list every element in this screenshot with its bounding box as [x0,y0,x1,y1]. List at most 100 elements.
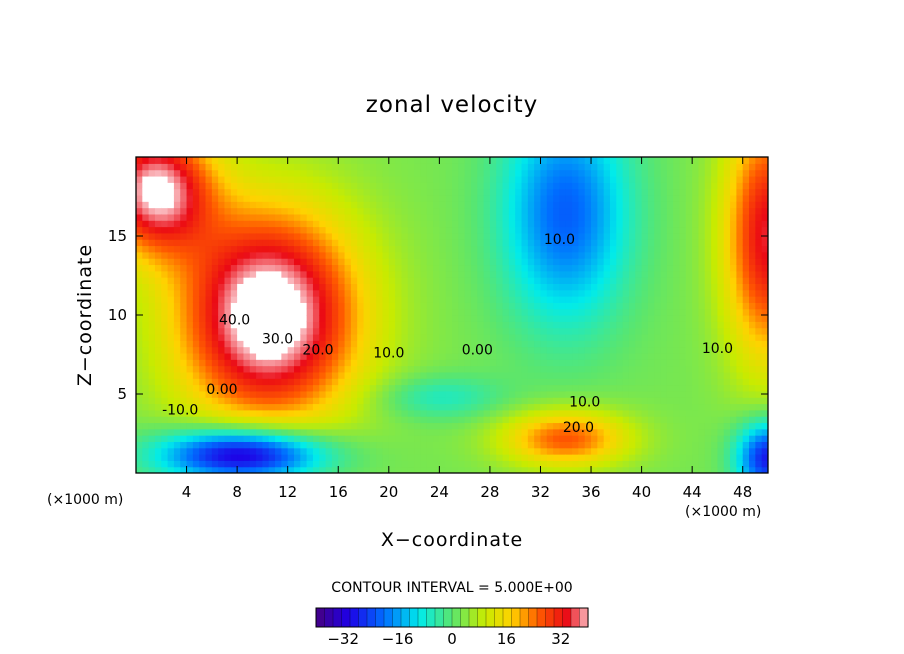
field-cell [723,194,731,202]
field-cell [452,302,459,310]
field-cell [489,289,497,297]
field-cell [572,270,579,278]
field-cell [647,157,655,164]
field-cell [395,226,403,234]
field-cell [502,251,510,259]
field-cell [192,359,200,367]
field-cell [660,315,668,322]
field-cell [483,289,491,297]
field-cell [376,296,384,303]
field-cell [553,226,561,234]
field-cell [142,340,150,348]
field-cell [761,207,768,215]
field-cell [616,296,624,303]
field-cell [395,340,403,348]
field-cell [628,182,636,190]
field-cell [211,302,219,310]
field-cell [287,460,295,468]
field-cell [489,296,497,303]
field-cell [584,207,592,215]
field-cell [319,296,327,303]
field-cell [211,220,219,228]
field-cell [319,365,327,373]
field-cell [704,258,712,266]
field-cell [319,447,327,455]
field-cell [154,333,162,341]
field-cell [395,264,403,272]
field-cell [256,213,263,221]
field-cell [363,213,371,221]
field-cell [294,460,301,468]
field-cell [647,466,655,473]
field-cell [628,346,636,354]
field-cell [382,403,390,411]
field-cell [420,365,428,373]
field-cell [534,460,542,468]
field-cell [502,346,510,354]
field-cell [489,270,497,278]
field-cell [591,163,598,171]
field-cell [673,365,681,373]
field-cell [445,157,453,164]
field-cell [357,188,365,196]
field-cell [559,441,567,449]
field-cell [287,466,295,473]
field-cell [350,378,358,386]
field-cell [211,315,219,322]
field-cell [591,346,598,354]
field-cell [540,188,548,196]
field-cell [635,466,643,473]
field-cell [344,302,352,310]
field-cell [344,163,352,171]
field-cell [540,447,548,455]
field-cell [344,245,352,253]
field-cell [704,169,712,177]
field-cell [452,359,459,367]
field-cell [534,308,542,316]
field-cell [136,194,143,202]
field-cell [647,201,655,209]
field-cell [508,258,516,266]
field-cell [224,201,232,209]
field-cell [420,416,428,424]
field-cell [306,277,314,284]
field-cell [154,182,162,190]
field-cell [641,346,649,354]
field-cell [287,454,295,461]
field-cell [470,321,478,329]
field-cell [395,460,403,468]
field-cell [508,403,516,411]
field-cell [199,333,207,341]
field-cell [572,390,579,398]
field-cell [660,270,668,278]
field-cell [275,416,282,424]
field-cell [173,397,181,405]
field-cell [300,390,308,398]
field-cell [508,409,516,417]
field-cell [401,157,409,164]
field-cell [338,226,346,234]
field-cell [654,296,662,303]
field-cell [256,264,263,272]
field-cell [230,359,238,367]
field-cell [641,270,649,278]
field-cell [723,264,731,272]
field-cell [363,422,371,430]
field-cell [685,340,693,348]
field-cell [483,302,491,310]
field-cell [489,226,497,234]
field-cell [173,239,181,247]
field-cell [256,220,263,228]
field-cell [142,435,150,442]
field-cell [199,435,207,442]
field-cell [350,251,358,259]
field-cell [205,258,213,266]
field-cell [306,258,314,266]
field-cell [603,435,611,442]
field-cell [136,460,143,468]
field-cell [136,207,143,215]
field-cell [647,283,655,291]
field-cell [312,378,320,386]
field-cell [338,447,346,455]
